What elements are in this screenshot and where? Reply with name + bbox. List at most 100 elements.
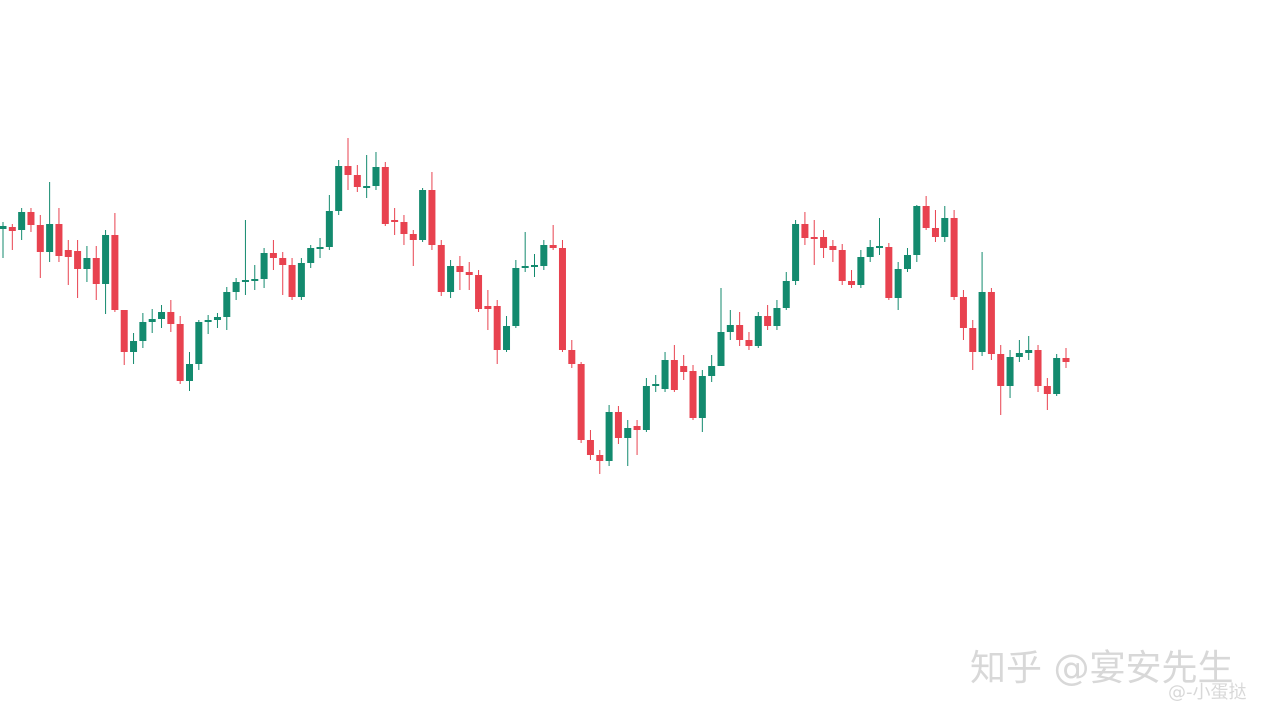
candle-body: [344, 166, 352, 175]
candle-body: [335, 166, 343, 211]
candle-body: [400, 222, 408, 234]
candle-body: [773, 308, 781, 326]
candle-body: [372, 167, 380, 186]
candle-body: [810, 237, 818, 239]
candle-body: [736, 325, 744, 340]
candle-body: [437, 245, 445, 292]
watermark: @-小蛋挞: [1168, 682, 1247, 703]
candle-body: [1006, 357, 1014, 386]
candle-body: [148, 319, 156, 322]
candle-body: [1062, 358, 1070, 362]
candle-body: [64, 250, 72, 257]
candle-body: [503, 326, 511, 350]
candle-body: [866, 247, 874, 257]
candle-body: [204, 320, 212, 322]
candle-body: [8, 227, 16, 231]
candle-body: [521, 266, 529, 268]
candle-body: [540, 245, 548, 266]
candle-body: [391, 220, 399, 222]
candle-body: [167, 312, 175, 324]
candle-body: [36, 225, 44, 252]
candle-body: [465, 272, 473, 275]
candle-body: [997, 354, 1005, 386]
candle-body: [894, 269, 902, 298]
candle-body: [754, 316, 762, 346]
candle-body: [838, 250, 846, 281]
candle-body: [0, 226, 7, 229]
candle-body: [717, 332, 725, 366]
candle-body: [708, 366, 716, 376]
candle-body: [568, 350, 576, 364]
candle-body: [297, 263, 305, 297]
candle-body: [139, 322, 147, 341]
candle-body: [670, 360, 678, 390]
candle-body: [409, 234, 417, 240]
candle-body: [232, 282, 240, 292]
candle-body: [92, 258, 100, 284]
candle-body: [745, 340, 753, 346]
candle-body: [801, 224, 809, 238]
candle-body: [950, 218, 958, 297]
candle-body: [829, 246, 837, 250]
candle-body: [913, 206, 921, 255]
candle-body: [782, 281, 790, 308]
candle-body: [195, 322, 203, 364]
candle-body: [633, 426, 641, 430]
candle-body: [260, 253, 268, 279]
candle-body: [876, 246, 884, 248]
candle-body: [428, 190, 436, 245]
candle-body: [987, 292, 995, 354]
candle-body: [27, 212, 35, 225]
candle-body: [213, 317, 221, 320]
candle-body: [558, 248, 566, 350]
candle-body: [857, 257, 865, 285]
candle-body: [1034, 350, 1042, 386]
candle-body: [1025, 350, 1033, 353]
candle-body: [614, 412, 622, 438]
candle-body: [820, 237, 828, 248]
watermark: 知乎 @宴安先生: [970, 648, 1233, 689]
candle-body: [1053, 358, 1061, 394]
candle-body: [848, 281, 856, 285]
candle-body: [419, 190, 427, 240]
candle-body: [531, 265, 538, 267]
candle-body: [577, 364, 585, 440]
candle-body: [596, 455, 604, 461]
candle-body: [353, 175, 361, 187]
candle-body: [269, 253, 277, 258]
candle-body: [475, 275, 483, 309]
candle-body: [381, 167, 389, 224]
candle-body: [493, 306, 501, 350]
candle-body: [903, 255, 911, 269]
candle-body: [447, 266, 455, 292]
candle-body: [176, 324, 184, 381]
candle-body: [642, 386, 650, 430]
candle-body: [325, 211, 333, 247]
candle-body: [185, 364, 193, 381]
candle-body: [484, 306, 492, 309]
candle-body: [83, 258, 91, 269]
candle-body: [363, 186, 371, 188]
candle-body: [456, 266, 464, 272]
candle-body: [279, 258, 287, 265]
candle-body: [512, 268, 520, 326]
candle-body: [764, 316, 772, 326]
candle-body: [680, 366, 688, 372]
candle-body: [1043, 386, 1051, 394]
candle-body: [251, 279, 259, 281]
candle-body: [158, 312, 166, 319]
candle-body: [316, 247, 324, 249]
candle-body: [1015, 353, 1023, 357]
candle-body: [120, 310, 128, 352]
candle-body: [661, 360, 669, 389]
candle-body: [586, 440, 594, 455]
candle-body: [922, 206, 930, 228]
candle-body: [102, 235, 110, 284]
candle-body: [130, 341, 138, 352]
candle-body: [978, 292, 986, 352]
candle-body: [605, 412, 613, 461]
candle-body: [223, 292, 231, 317]
candle-body: [241, 280, 249, 282]
candle-body: [959, 297, 967, 328]
